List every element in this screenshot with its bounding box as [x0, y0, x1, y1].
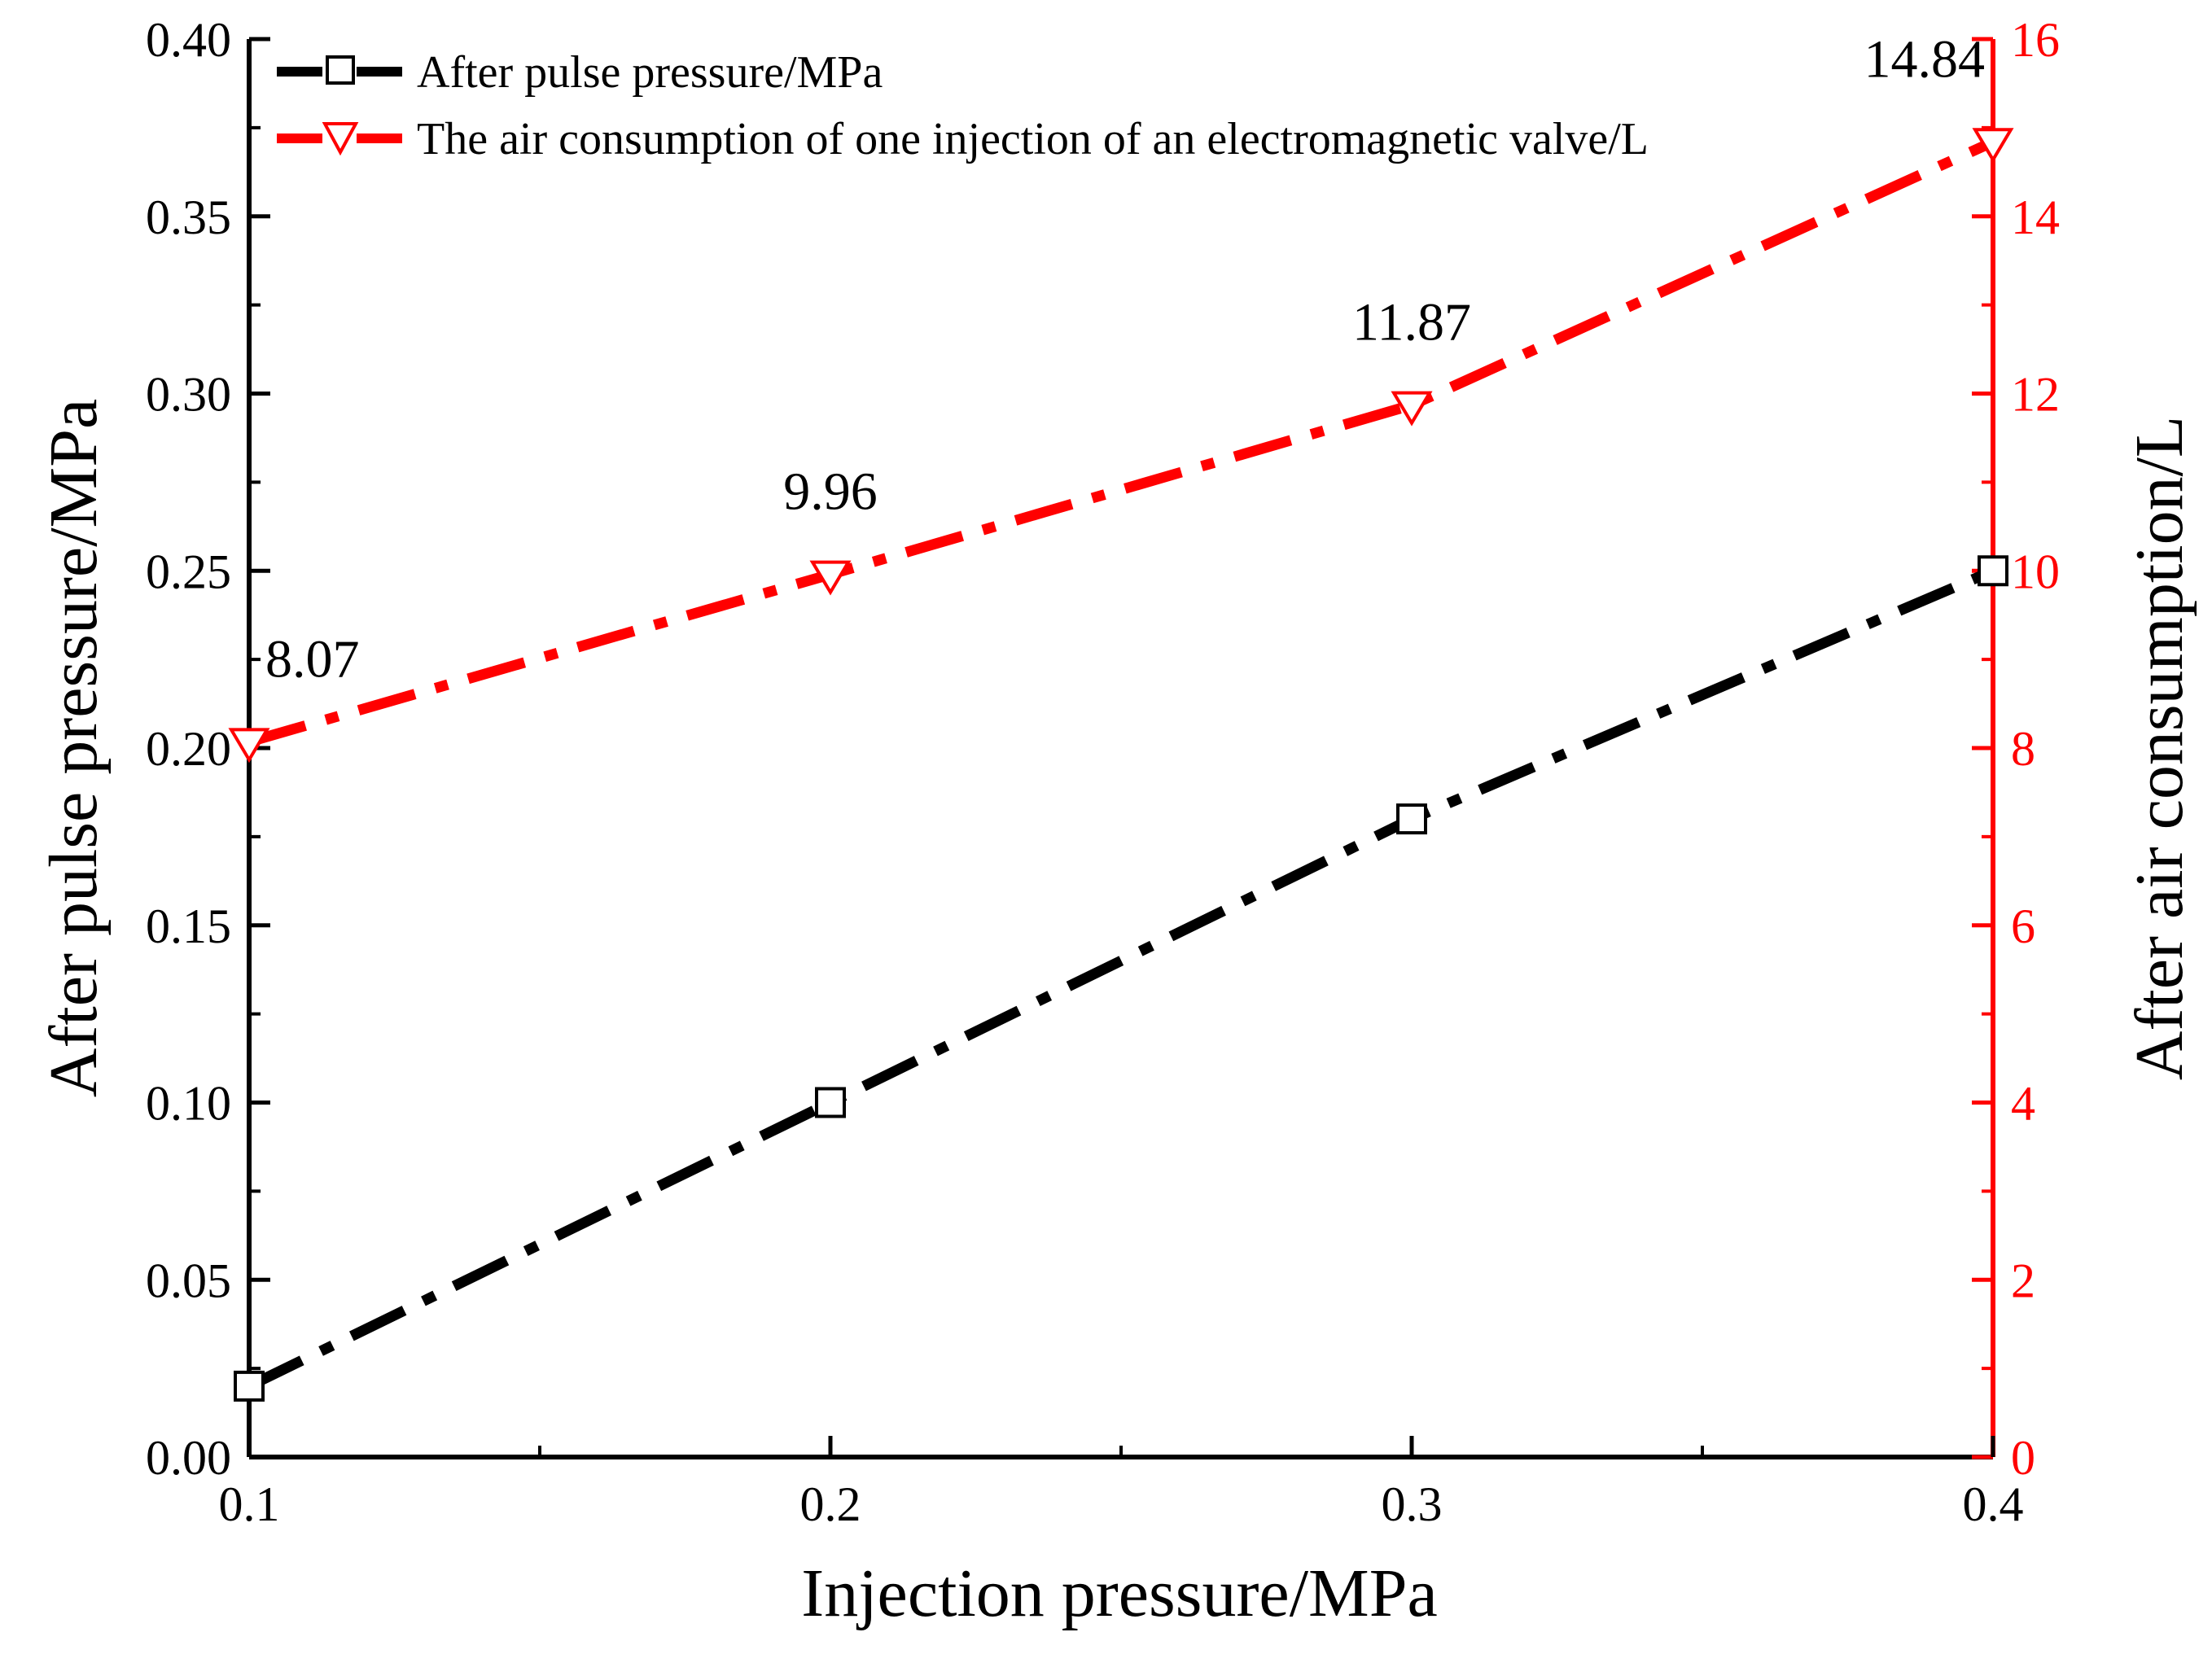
marker-square [815, 1087, 846, 1118]
marker-square [1396, 803, 1427, 835]
left-axis-ticks: 0.00 0.05 0.10 0.15 0.20 0.25 0.30 0.35 0.40 [146, 13, 270, 1485]
left-tick-label: 0.35 [146, 190, 231, 244]
series-line-pulse-pressure [247, 566, 1995, 1391]
left-tick-label: 0.00 [146, 1431, 231, 1485]
right-tick-label: 0 [2011, 1431, 2035, 1485]
marker-square [1978, 555, 2008, 587]
x-tick-label: 0.3 [1382, 1477, 1443, 1531]
left-axis-title: After pulse pressure/MPa [36, 399, 112, 1097]
right-tick-label: 4 [2011, 1077, 2035, 1131]
data-label-air-consumption: 8.07 [265, 629, 360, 689]
x-axis-ticks: 0.1 0.2 0.3 0.4 [219, 1436, 2024, 1531]
legend-marker-triangle [322, 122, 359, 156]
right-tick-label: 6 [2011, 899, 2035, 953]
right-tick-label: 16 [2011, 13, 2060, 67]
marker-triangle [228, 728, 270, 764]
marker-square [234, 1370, 265, 1402]
right-tick-label: 10 [2011, 545, 2060, 598]
legend-label-air-consumption: The air consumption of one injection of … [417, 114, 1649, 164]
data-labels: 8.07 9.96 11.87 14.84 [265, 29, 1985, 689]
right-tick-label: 2 [2011, 1254, 2035, 1307]
right-axis-ticks: 0 2 4 6 8 10 12 14 16 [1972, 13, 2060, 1485]
right-tick-label: 14 [2011, 190, 2060, 244]
right-axis-title: After air consumption/L [2122, 416, 2197, 1080]
data-label-air-consumption: 9.96 [783, 462, 878, 522]
left-tick-label: 0.25 [146, 545, 231, 598]
left-tick-label: 0.05 [146, 1254, 231, 1307]
legend-label-pulse-pressure: After pulse pressure/MPa [417, 47, 883, 98]
x-tick-label: 0.4 [1963, 1477, 2024, 1531]
left-tick-label: 0.40 [146, 13, 231, 67]
right-tick-label: 8 [2011, 722, 2035, 776]
data-label-air-consumption: 14.84 [1864, 29, 1986, 89]
left-tick-label: 0.20 [146, 722, 231, 776]
x-tick-label: 0.2 [800, 1477, 861, 1531]
series-line-air-consumption [247, 137, 1995, 747]
marker-triangle [1972, 128, 2014, 164]
marker-triangle [809, 560, 852, 596]
legend: After pulse pressure/MPa The air consump… [277, 47, 1649, 164]
data-label-air-consumption: 11.87 [1352, 293, 1471, 352]
legend-marker-square [326, 55, 355, 85]
series-group [228, 128, 2014, 1402]
right-tick-label: 12 [2011, 368, 2060, 422]
left-tick-label: 0.10 [146, 1077, 231, 1131]
left-tick-label: 0.30 [146, 368, 231, 422]
marker-triangle [1391, 391, 1433, 427]
x-tick-label: 0.1 [219, 1477, 280, 1531]
x-axis-title: Injection pressure/MPa [801, 1556, 1437, 1631]
left-tick-label: 0.15 [146, 899, 231, 953]
